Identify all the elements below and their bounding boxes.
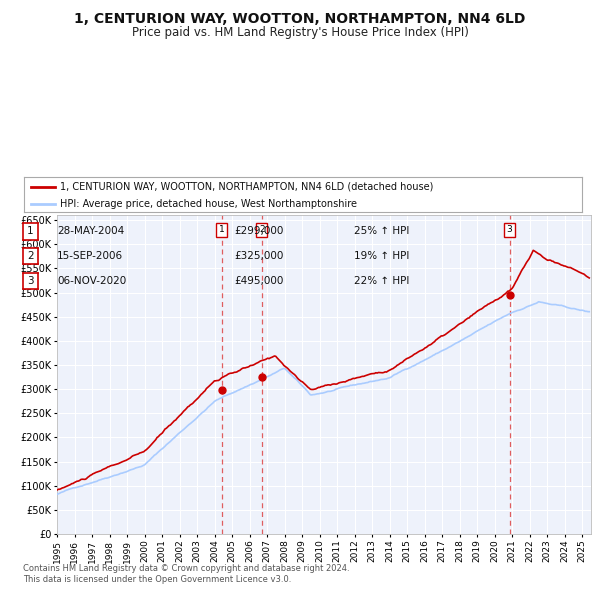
Text: 1, CENTURION WAY, WOOTTON, NORTHAMPTON, NN4 6LD: 1, CENTURION WAY, WOOTTON, NORTHAMPTON, … <box>74 12 526 26</box>
Text: 19% ↑ HPI: 19% ↑ HPI <box>354 251 409 261</box>
Text: £495,000: £495,000 <box>234 276 283 286</box>
Text: Price paid vs. HM Land Registry's House Price Index (HPI): Price paid vs. HM Land Registry's House … <box>131 26 469 39</box>
Text: £325,000: £325,000 <box>234 251 283 261</box>
Text: 1: 1 <box>27 227 34 236</box>
Text: 25% ↑ HPI: 25% ↑ HPI <box>354 227 409 237</box>
Text: This data is licensed under the Open Government Licence v3.0.: This data is licensed under the Open Gov… <box>23 575 291 584</box>
Text: 15-SEP-2006: 15-SEP-2006 <box>57 251 123 261</box>
Text: 28-MAY-2004: 28-MAY-2004 <box>57 227 124 237</box>
Text: 3: 3 <box>507 225 512 234</box>
Text: 06-NOV-2020: 06-NOV-2020 <box>57 276 126 286</box>
Text: Contains HM Land Registry data © Crown copyright and database right 2024.: Contains HM Land Registry data © Crown c… <box>23 565 349 573</box>
Text: 2: 2 <box>27 251 34 261</box>
Text: 3: 3 <box>27 276 34 286</box>
Text: £299,000: £299,000 <box>234 227 283 237</box>
Text: 1, CENTURION WAY, WOOTTON, NORTHAMPTON, NN4 6LD (detached house): 1, CENTURION WAY, WOOTTON, NORTHAMPTON, … <box>60 182 434 192</box>
Text: HPI: Average price, detached house, West Northamptonshire: HPI: Average price, detached house, West… <box>60 199 357 208</box>
Text: 1: 1 <box>219 225 224 234</box>
Text: 2: 2 <box>259 225 265 234</box>
Text: 22% ↑ HPI: 22% ↑ HPI <box>354 276 409 286</box>
